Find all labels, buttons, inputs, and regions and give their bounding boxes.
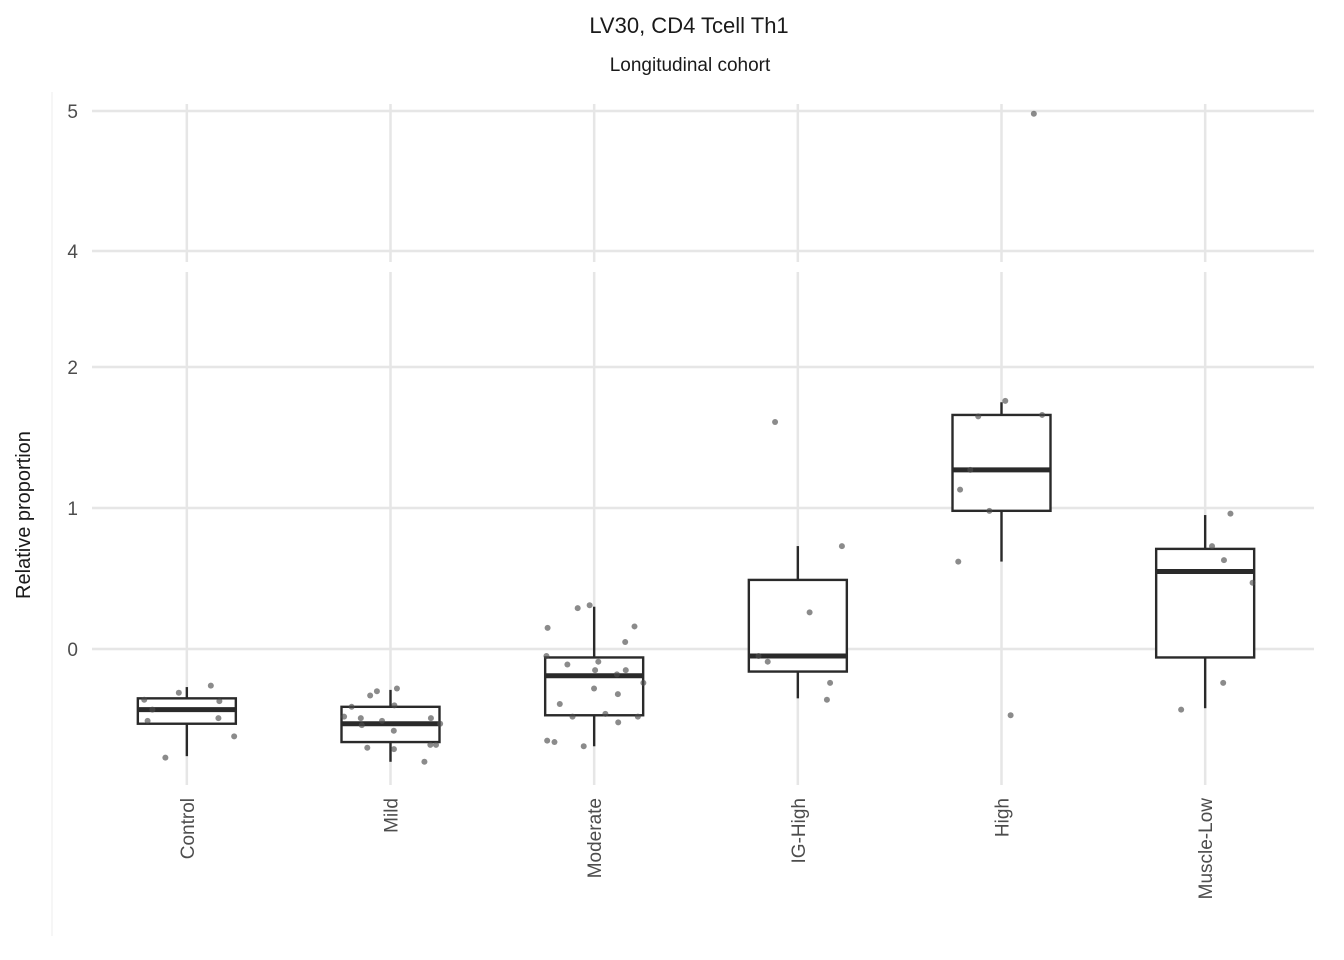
data-point <box>1249 579 1256 586</box>
data-point <box>367 692 374 699</box>
x-tick-label-moderate: Moderate <box>585 798 606 878</box>
data-point <box>175 689 182 696</box>
data-point <box>1007 712 1014 719</box>
y-tick-label-2: 2 <box>67 358 78 379</box>
data-point <box>1002 397 1009 404</box>
data-point <box>358 722 365 729</box>
data-point <box>613 671 620 678</box>
y-tick-label-4: 4 <box>67 242 78 263</box>
data-point <box>373 688 380 695</box>
data-point <box>141 696 148 703</box>
point-layer <box>141 110 1256 765</box>
data-point <box>421 758 428 765</box>
data-point <box>614 691 621 698</box>
data-point <box>1209 543 1216 550</box>
data-point <box>967 466 974 473</box>
data-point <box>437 720 444 727</box>
data-point <box>427 715 434 722</box>
data-point <box>622 638 629 645</box>
grid-layer <box>51 92 1314 936</box>
data-point <box>1227 510 1234 517</box>
data-point <box>348 703 355 710</box>
data-point <box>379 717 386 724</box>
data-point <box>1220 557 1227 564</box>
x-tick-label-mild: Mild <box>382 798 403 833</box>
x-tick-label-muscle-low: Muscle-Low <box>1196 798 1217 900</box>
data-point <box>393 685 400 692</box>
tick-layer: 0 1 2 4 5 Control Mild Moderate IG-High High Muscl… <box>67 102 1217 899</box>
chart-title: LV30, CD4 Tcell Th1 <box>589 13 788 38</box>
data-point <box>390 727 397 734</box>
data-point <box>631 623 638 630</box>
data-point <box>207 682 214 689</box>
data-point <box>634 713 641 720</box>
data-point <box>764 658 771 665</box>
data-point <box>543 653 550 660</box>
data-point <box>955 558 962 565</box>
data-point <box>975 413 982 420</box>
data-point <box>986 507 993 514</box>
data-point <box>615 719 622 726</box>
y-tick-label-1: 1 <box>67 499 78 520</box>
data-point <box>592 667 599 674</box>
data-point <box>215 715 222 722</box>
data-point <box>1039 411 1046 418</box>
x-tick-label-control: Control <box>178 798 199 859</box>
data-point <box>144 717 151 724</box>
data-point <box>580 743 587 750</box>
x-tick-label-high: High <box>993 798 1014 837</box>
data-point <box>1220 679 1227 686</box>
data-point <box>595 658 602 665</box>
data-point <box>640 679 647 686</box>
box-muscle-low <box>1154 547 1256 659</box>
y-axis-label: Relative proportion <box>13 431 35 599</box>
data-point <box>569 713 576 720</box>
chart-subtitle: Longitudinal cohort <box>610 55 771 76</box>
data-point <box>1178 706 1185 713</box>
data-point <box>827 679 834 686</box>
data-point <box>357 715 364 722</box>
data-point <box>427 741 434 748</box>
data-point <box>574 605 581 612</box>
data-point <box>806 609 813 616</box>
data-point <box>551 739 558 746</box>
data-point <box>823 696 830 703</box>
data-point <box>1030 110 1037 117</box>
data-point <box>564 661 571 668</box>
data-point <box>216 698 223 705</box>
data-point <box>231 733 238 740</box>
data-point <box>391 702 398 709</box>
data-point <box>544 737 551 744</box>
data-point <box>957 486 964 493</box>
data-point <box>755 653 762 660</box>
data-point <box>772 418 779 425</box>
data-point <box>341 713 348 720</box>
x-tick-label-ig-high: IG-High <box>789 798 810 863</box>
data-point <box>162 754 169 761</box>
data-point <box>390 746 397 753</box>
data-point <box>591 685 598 692</box>
y-tick-label-0: 0 <box>67 640 78 661</box>
data-point <box>556 700 563 707</box>
box-layer <box>136 402 1256 762</box>
box-high <box>951 413 1052 513</box>
data-point <box>622 667 629 674</box>
data-point <box>838 543 845 550</box>
data-point <box>149 706 156 713</box>
y-tick-label-5: 5 <box>67 102 78 123</box>
data-point <box>544 624 551 631</box>
data-point <box>433 741 440 748</box>
data-point <box>364 744 371 751</box>
data-point <box>586 602 593 609</box>
data-point <box>602 710 609 717</box>
